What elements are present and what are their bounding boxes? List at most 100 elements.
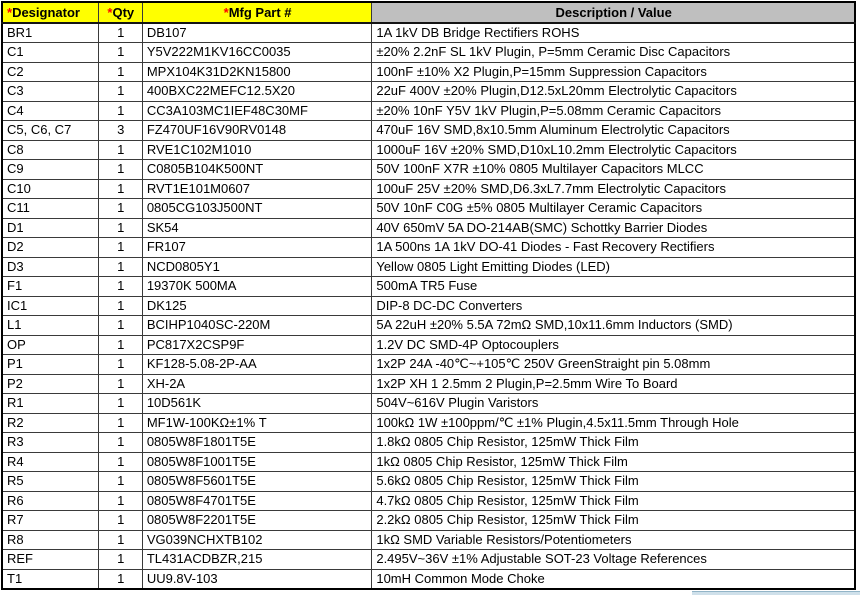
mfg-part-cell[interactable]: 400BXC22MEFC12.5X20 (141, 81, 373, 102)
mfg-part-cell[interactable]: 0805W8F2201T5E (141, 510, 373, 531)
designator-cell[interactable]: R7 (1, 510, 99, 531)
qty-cell[interactable]: 1 (97, 42, 143, 63)
column-header-description[interactable]: Description / Value (371, 1, 856, 24)
mfg-part-cell[interactable]: 0805W8F1801T5E (141, 432, 373, 453)
mfg-part-cell[interactable]: Y5V222M1KV16CC0035 (141, 42, 373, 63)
description-cell[interactable]: 1000uF 16V ±20% SMD,D10xL10.2mm Electrol… (371, 139, 856, 160)
mfg-part-cell[interactable]: XH-2A (141, 373, 373, 394)
mfg-part-cell[interactable]: SK54 (141, 217, 373, 238)
qty-cell[interactable]: 1 (97, 334, 143, 355)
qty-cell[interactable]: 3 (97, 120, 143, 141)
qty-cell[interactable]: 1 (97, 237, 143, 258)
designator-cell[interactable]: IC1 (1, 295, 99, 316)
description-cell[interactable]: ±20% 10nF Y5V 1kV Plugin,P=5.08mm Cerami… (371, 100, 856, 121)
qty-cell[interactable]: 1 (97, 276, 143, 297)
description-cell[interactable]: 1kΩ 0805 Chip Resistor, 125mW Thick Film (371, 451, 856, 472)
mfg-part-cell[interactable]: FR107 (141, 237, 373, 258)
description-cell[interactable]: 50V 100nF X7R ±10% 0805 Multilayer Capac… (371, 159, 856, 180)
description-cell[interactable]: 470uF 16V SMD,8x10.5mm Aluminum Electrol… (371, 120, 856, 141)
designator-cell[interactable]: R6 (1, 490, 99, 511)
designator-cell[interactable]: C10 (1, 178, 99, 199)
description-cell[interactable]: 100nF ±10% X2 Plugin,P=15mm Suppression … (371, 61, 856, 82)
designator-cell[interactable]: P1 (1, 354, 99, 375)
qty-cell[interactable]: 1 (97, 451, 143, 472)
description-cell[interactable]: 504V~616V Plugin Varistors (371, 393, 856, 414)
description-cell[interactable]: 1A 1kV DB Bridge Rectifiers ROHS (371, 22, 856, 43)
description-cell[interactable]: DIP-8 DC-DC Converters (371, 295, 856, 316)
designator-cell[interactable]: R1 (1, 393, 99, 414)
qty-cell[interactable]: 1 (97, 549, 143, 570)
designator-cell[interactable]: C9 (1, 159, 99, 180)
designator-cell[interactable]: R8 (1, 529, 99, 550)
mfg-part-cell[interactable]: 0805W8F4701T5E (141, 490, 373, 511)
description-cell[interactable]: 100uF 25V ±20% SMD,D6.3xL7.7mm Electroly… (371, 178, 856, 199)
qty-cell[interactable]: 1 (97, 354, 143, 375)
qty-cell[interactable]: 1 (97, 198, 143, 219)
qty-cell[interactable]: 1 (97, 159, 143, 180)
designator-cell[interactable]: D2 (1, 237, 99, 258)
designator-cell[interactable]: C3 (1, 81, 99, 102)
description-cell[interactable]: 5A 22uH ±20% 5.5A 72mΩ SMD,10x11.6mm Ind… (371, 315, 856, 336)
description-cell[interactable]: 1A 500ns 1A 1kV DO-41 Diodes - Fast Reco… (371, 237, 856, 258)
description-cell[interactable]: 1.2V DC SMD-4P Optocouplers (371, 334, 856, 355)
designator-cell[interactable]: OP (1, 334, 99, 355)
designator-cell[interactable]: F1 (1, 276, 99, 297)
designator-cell[interactable]: R2 (1, 412, 99, 433)
description-cell[interactable]: 100kΩ 1W ±100ppm/℃ ±1% Plugin,4.5x11.5mm… (371, 412, 856, 433)
mfg-part-cell[interactable]: UU9.8V-103 (141, 568, 373, 589)
designator-cell[interactable]: C5, C6, C7 (1, 120, 99, 141)
mfg-part-cell[interactable]: MPX104K31D2KN15800 (141, 61, 373, 82)
designator-cell[interactable]: REF (1, 549, 99, 570)
mfg-part-cell[interactable]: FZ470UF16V90RV0148 (141, 120, 373, 141)
mfg-part-cell[interactable]: DK125 (141, 295, 373, 316)
column-header-mfg-part[interactable]: *Mfg Part # (141, 1, 373, 24)
designator-cell[interactable]: C4 (1, 100, 99, 121)
description-cell[interactable]: 10mH Common Mode Choke (371, 568, 856, 589)
mfg-part-cell[interactable]: PC817X2CSP9F (141, 334, 373, 355)
description-cell[interactable]: Yellow 0805 Light Emitting Diodes (LED) (371, 256, 856, 277)
description-cell[interactable]: 2.495V~36V ±1% Adjustable SOT-23 Voltage… (371, 549, 856, 570)
qty-cell[interactable]: 1 (97, 295, 143, 316)
designator-cell[interactable]: D3 (1, 256, 99, 277)
designator-cell[interactable]: R5 (1, 471, 99, 492)
qty-cell[interactable]: 1 (97, 393, 143, 414)
description-cell[interactable]: 50V 10nF C0G ±5% 0805 Multilayer Ceramic… (371, 198, 856, 219)
qty-cell[interactable]: 1 (97, 568, 143, 589)
qty-cell[interactable]: 1 (97, 510, 143, 531)
designator-cell[interactable]: D1 (1, 217, 99, 238)
designator-cell[interactable]: P2 (1, 373, 99, 394)
designator-cell[interactable]: C2 (1, 61, 99, 82)
qty-cell[interactable]: 1 (97, 100, 143, 121)
mfg-part-cell[interactable]: RVT1E101M0607 (141, 178, 373, 199)
mfg-part-cell[interactable]: MF1W-100KΩ±1% T (141, 412, 373, 433)
description-cell[interactable]: 22uF 400V ±20% Plugin,D12.5xL20mm Electr… (371, 81, 856, 102)
qty-cell[interactable]: 1 (97, 81, 143, 102)
qty-cell[interactable]: 1 (97, 61, 143, 82)
description-cell[interactable]: 1x2P 24A -40℃~+105℃ 250V GreenStraight p… (371, 354, 856, 375)
description-cell[interactable]: 40V 650mV 5A DO-214AB(SMC) Schottky Barr… (371, 217, 856, 238)
mfg-part-cell[interactable]: DB107 (141, 22, 373, 43)
mfg-part-cell[interactable]: BCIHP1040SC-220M (141, 315, 373, 336)
description-cell[interactable]: 1kΩ SMD Variable Resistors/Potentiometer… (371, 529, 856, 550)
qty-cell[interactable]: 1 (97, 412, 143, 433)
description-cell[interactable]: 2.2kΩ 0805 Chip Resistor, 125mW Thick Fi… (371, 510, 856, 531)
description-cell[interactable]: 1x2P XH 1 2.5mm 2 Plugin,P=2.5mm Wire To… (371, 373, 856, 394)
mfg-part-cell[interactable]: C0805B104K500NT (141, 159, 373, 180)
mfg-part-cell[interactable]: TL431ACDBZR,215 (141, 549, 373, 570)
designator-cell[interactable]: R4 (1, 451, 99, 472)
qty-cell[interactable]: 1 (97, 178, 143, 199)
qty-cell[interactable]: 1 (97, 471, 143, 492)
description-cell[interactable]: 500mA TR5 Fuse (371, 276, 856, 297)
description-cell[interactable]: ±20% 2.2nF SL 1kV Plugin, P=5mm Ceramic … (371, 42, 856, 63)
mfg-part-cell[interactable]: 19370K 500MA (141, 276, 373, 297)
qty-cell[interactable]: 1 (97, 529, 143, 550)
description-cell[interactable]: 4.7kΩ 0805 Chip Resistor, 125mW Thick Fi… (371, 490, 856, 511)
mfg-part-cell[interactable]: RVE1C102M1010 (141, 139, 373, 160)
qty-cell[interactable]: 1 (97, 315, 143, 336)
mfg-part-cell[interactable]: 0805CG103J500NT (141, 198, 373, 219)
designator-cell[interactable]: R3 (1, 432, 99, 453)
column-header-qty[interactable]: *Qty (97, 1, 143, 24)
mfg-part-cell[interactable]: KF128-5.08-2P-AA (141, 354, 373, 375)
qty-cell[interactable]: 1 (97, 490, 143, 511)
mfg-part-cell[interactable]: 0805W8F1001T5E (141, 451, 373, 472)
